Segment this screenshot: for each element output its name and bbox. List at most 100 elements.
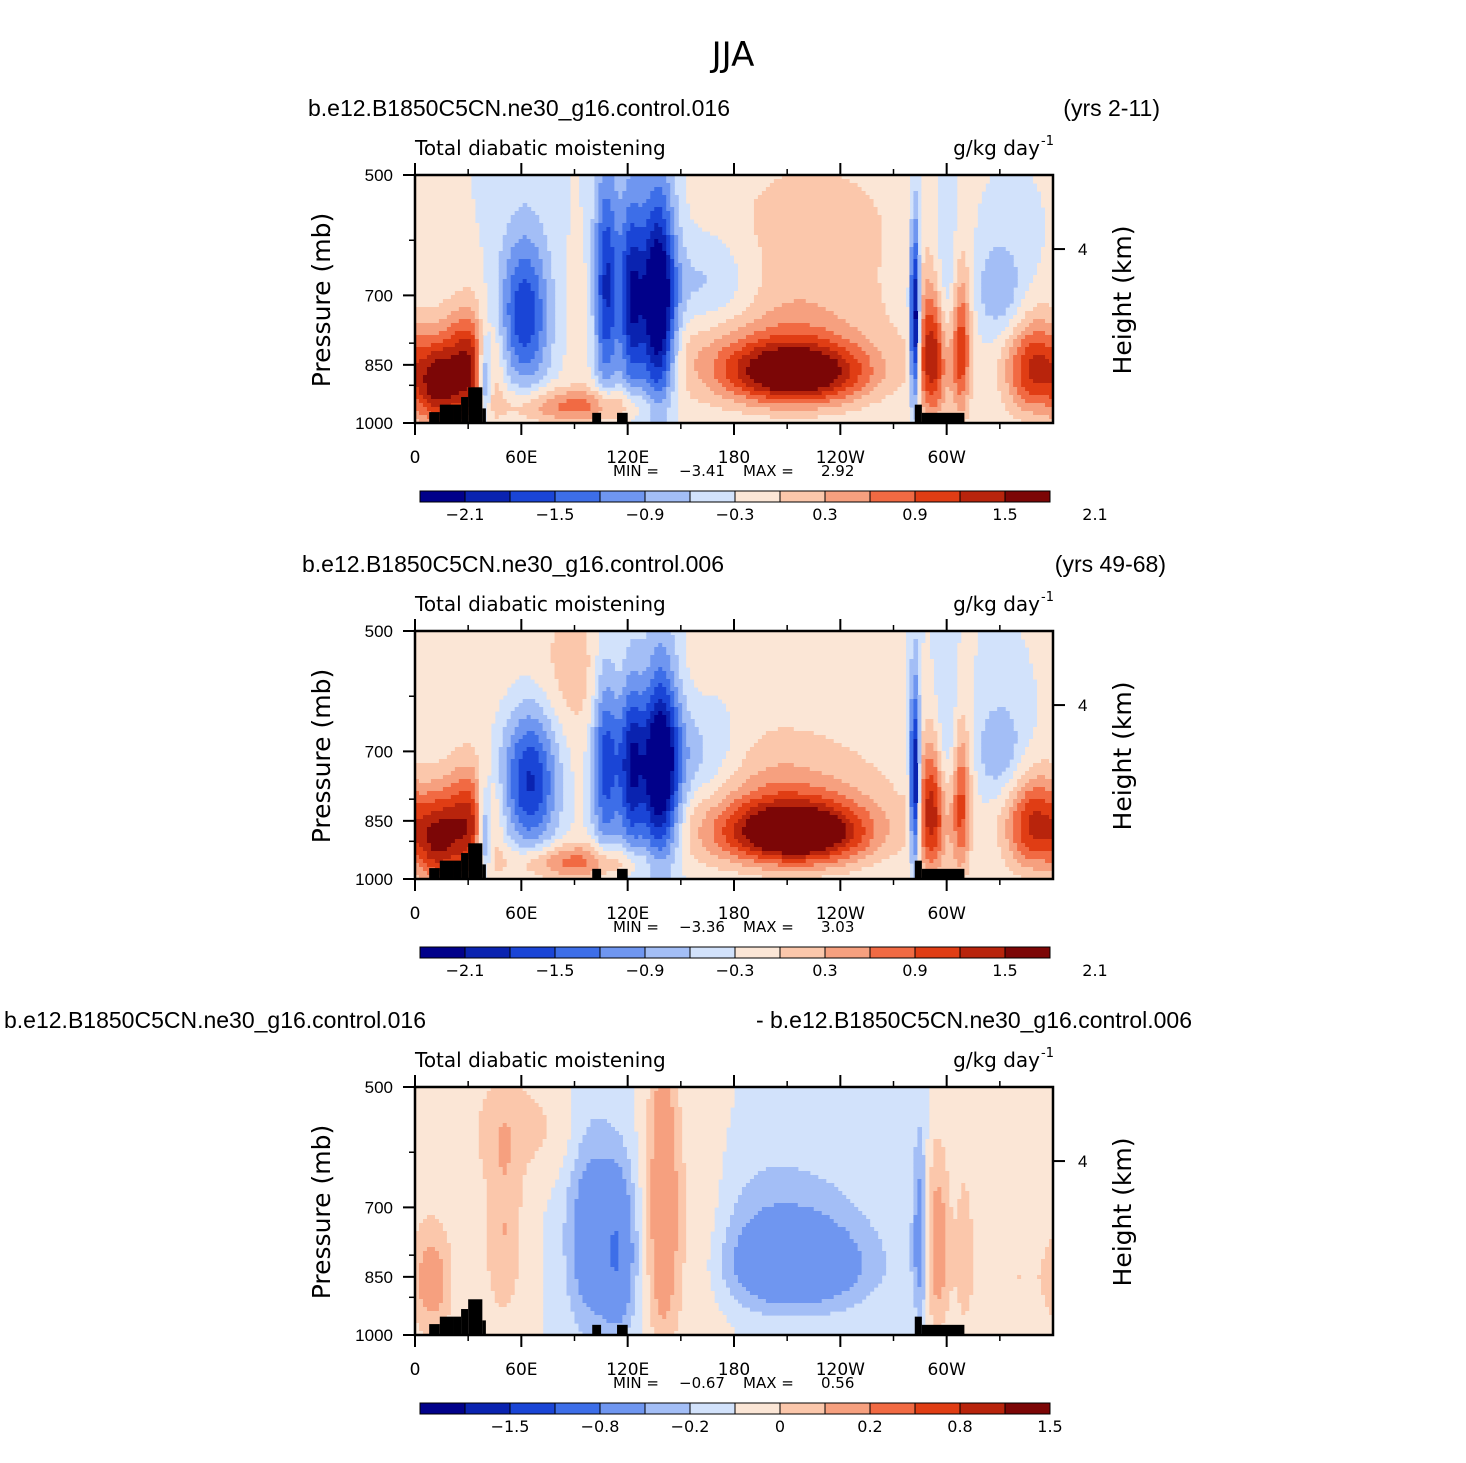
- heatmap-cell: [598, 335, 604, 340]
- heatmap-cell: [678, 407, 723, 412]
- heatmap-cell: [913, 307, 919, 312]
- heatmap-cell: [686, 639, 907, 644]
- heatmap-cell: [670, 299, 675, 304]
- heatmap-cell: [598, 187, 615, 192]
- heatmap-cell: [741, 763, 779, 768]
- heatmap-cell: [965, 775, 970, 780]
- heatmap-cell: [550, 815, 560, 820]
- heatmap-cell: [622, 791, 627, 796]
- heatmap-cell: [658, 643, 663, 648]
- heatmap-cell: [1021, 359, 1030, 364]
- heatmap-cell: [598, 203, 604, 208]
- heatmap-cell: [670, 771, 675, 776]
- heatmap-cell: [602, 307, 615, 312]
- heatmap-cell: [518, 763, 544, 768]
- heatmap-cell: [957, 843, 966, 848]
- heatmap-cell: [686, 815, 691, 820]
- heatmap-cell: [921, 295, 938, 300]
- heatmap-cell: [562, 359, 588, 364]
- heatmap-cell: [538, 339, 548, 344]
- heatmap-cell: [937, 343, 942, 348]
- heatmap-cell: [1017, 391, 1030, 396]
- heatmap-cell: [490, 847, 496, 852]
- heatmap-cell: [710, 387, 727, 392]
- heatmap-cell: [586, 1167, 623, 1172]
- heatmap-cell: [909, 823, 915, 828]
- heatmap-cell: [917, 1207, 923, 1212]
- heatmap-cell: [415, 679, 516, 684]
- heatmap-cell: [526, 731, 536, 736]
- heatmap-cell: [761, 191, 867, 196]
- heatmap-cell: [510, 1159, 532, 1164]
- heatmap-cell: [686, 1199, 719, 1204]
- heatmap-cell: [913, 259, 919, 264]
- heatmap-cell: [415, 419, 420, 423]
- heatmap-cell: [949, 775, 954, 780]
- heatmap-cell: [590, 299, 596, 304]
- heatmap-cell: [638, 775, 643, 780]
- heatmap-cell: [594, 339, 600, 344]
- heatmap-cell: [989, 251, 1010, 256]
- heatmap-cell: [913, 751, 919, 756]
- heatmap-cell: [881, 843, 907, 848]
- heatmap-cell: [670, 711, 675, 716]
- heatmap-cell: [674, 251, 679, 256]
- heatmap-cell: [933, 1203, 946, 1208]
- heatmap-cell: [674, 1159, 683, 1164]
- heatmap-cell: [933, 1159, 946, 1164]
- heatmap-cell: [602, 755, 627, 760]
- heatmap-cell: [506, 271, 516, 276]
- heatmap-cell: [570, 707, 584, 712]
- heatmap-cell: [821, 351, 839, 356]
- heatmap-cell: [821, 771, 883, 776]
- heatmap-cell: [1005, 803, 1014, 808]
- heatmap-cell: [602, 251, 615, 256]
- heatmap-cell: [678, 743, 683, 748]
- heatmap-cell: [538, 683, 560, 688]
- heatmap-cell: [618, 231, 623, 236]
- heatmap-cell: [534, 783, 544, 788]
- heatmap-cell: [921, 247, 926, 252]
- heatmap-cell: [506, 747, 516, 752]
- heatmap-cell: [925, 787, 938, 792]
- heatmap-cell: [426, 1215, 436, 1220]
- heatmap-cell: [594, 335, 600, 340]
- heatmap-cell: [590, 739, 596, 744]
- heatmap-cell: [614, 315, 623, 320]
- heatmap-cell: [478, 347, 484, 352]
- heatmap-cell: [550, 747, 560, 752]
- heatmap-cell: [909, 699, 915, 704]
- heatmap-cell: [905, 819, 911, 824]
- heatmap-cell: [921, 783, 926, 788]
- heatmap-cell: [650, 231, 663, 236]
- heatmap-cell: [654, 363, 663, 368]
- heatmap-cell: [662, 823, 671, 828]
- heatmap-cell: [925, 351, 938, 356]
- heatmap-cell: [921, 1215, 926, 1220]
- heatmap-cell: [881, 859, 911, 864]
- heatmap-cell: [1025, 807, 1053, 812]
- heatmap-cell: [622, 691, 631, 696]
- heatmap-cell: [885, 775, 911, 780]
- heatmap-cell: [630, 751, 639, 756]
- heatmap-cell: [498, 267, 508, 272]
- heatmap-cell: [909, 387, 915, 392]
- heatmap-cell: [953, 395, 966, 400]
- heatmap-cell: [1021, 363, 1030, 368]
- heatmap-cell: [518, 831, 544, 836]
- heatmap-cell: [478, 1123, 504, 1128]
- heatmap-cell: [594, 227, 600, 232]
- heatmap-cell: [415, 219, 476, 224]
- heatmap-cell: [470, 355, 476, 360]
- heatmap-cell: [570, 203, 580, 208]
- heatmap-cell: [415, 771, 452, 776]
- heatmap-cell: [622, 411, 639, 416]
- heatmap-cell: [861, 387, 875, 392]
- heatmap-cell: [546, 335, 556, 340]
- heatmap-cell: [674, 819, 679, 824]
- heatmap-cell: [973, 807, 1002, 812]
- heatmap-cell: [626, 263, 647, 268]
- heatmap-cell: [678, 403, 711, 408]
- heatmap-cell: [506, 795, 512, 800]
- colorbar-label: −0.3: [716, 961, 755, 980]
